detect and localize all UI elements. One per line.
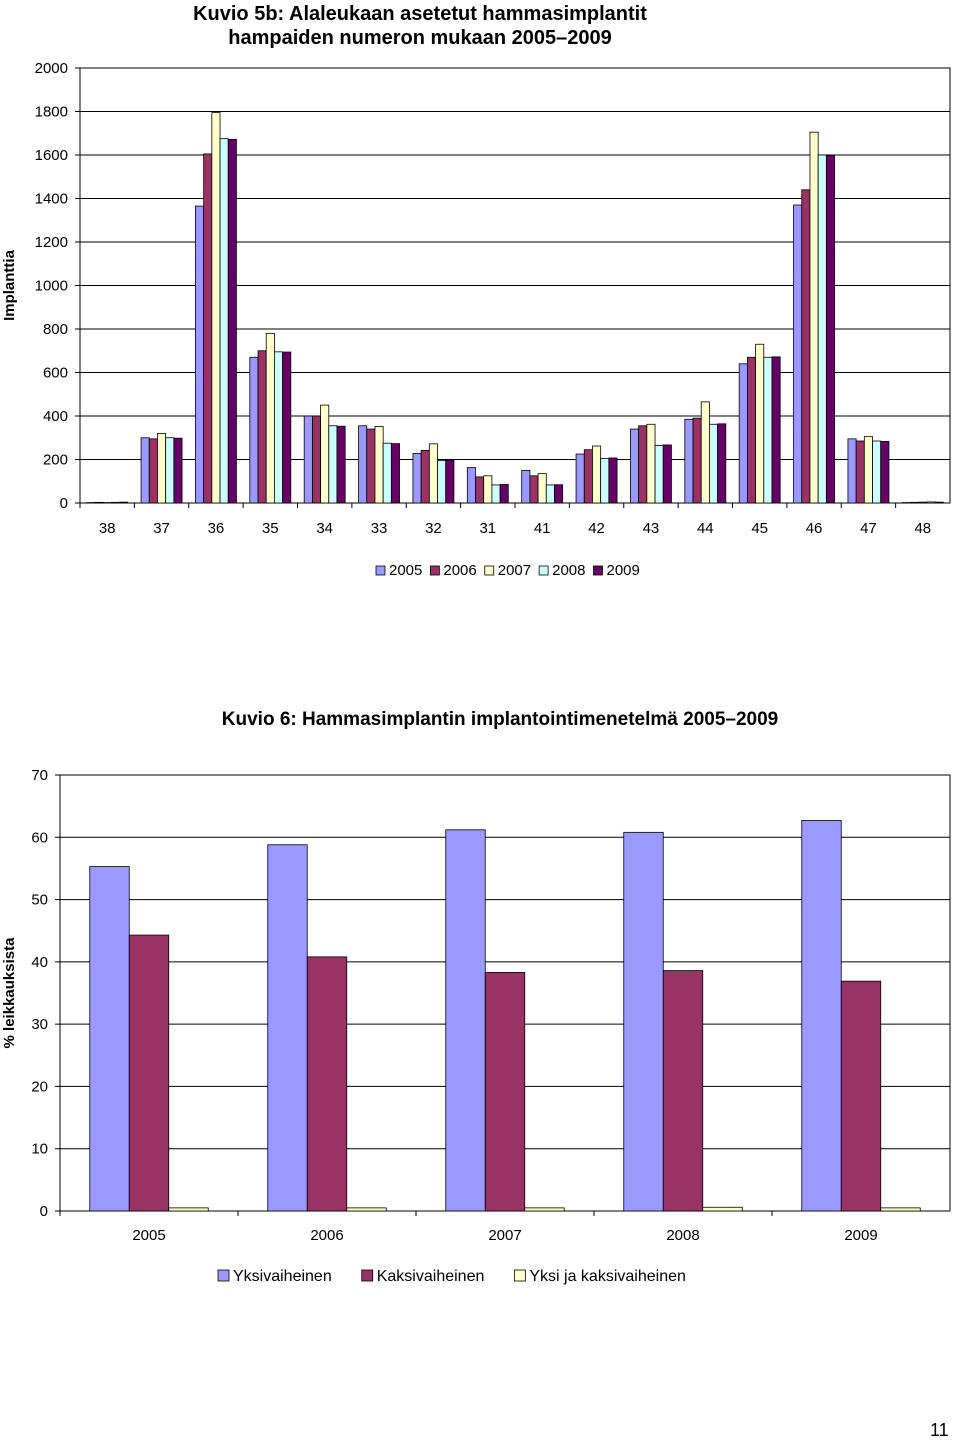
y-tick-label: 1200 <box>35 234 68 251</box>
y-tick-label: 70 <box>31 767 48 784</box>
x-tick-label: 36 <box>208 520 225 537</box>
legend-swatch <box>538 565 549 576</box>
legend-swatch <box>361 1269 374 1282</box>
bar <box>306 956 348 1212</box>
bar <box>390 443 400 504</box>
bar <box>445 459 455 504</box>
x-tick-label: 2007 <box>488 1227 521 1244</box>
bar <box>89 866 130 1212</box>
bar <box>554 484 564 504</box>
bar <box>662 444 672 504</box>
legend-swatch <box>593 565 603 576</box>
bar <box>128 934 170 1212</box>
bar <box>173 437 183 504</box>
legend-label: Yksi ja kaksivaiheinen <box>529 1268 686 1285</box>
bar <box>840 980 882 1212</box>
y-tick-label: 0 <box>40 1203 48 1220</box>
bar <box>119 501 129 504</box>
y-tick-label: 800 <box>43 321 68 338</box>
y-tick-label: 2000 <box>35 60 68 77</box>
y-tick-label: 1400 <box>35 191 68 208</box>
x-tick-label: 37 <box>153 520 170 537</box>
legend-label: 2005 <box>389 562 422 579</box>
legend-swatch <box>375 565 386 576</box>
chart1-implants-by-tooth: 0 200 400 600 800 1000 1200 1400 1600 1800 2000 Imp… <box>1 60 951 579</box>
chart1-title-line1: Kuvio 5b: Alaleukaan asetetut hammasimpl… <box>193 3 647 25</box>
bar <box>934 501 944 504</box>
bar <box>623 831 664 1212</box>
x-tick-label: 41 <box>534 520 551 537</box>
y-tick-label: 20 <box>31 1078 48 1095</box>
x-tick-label: 48 <box>914 520 931 537</box>
legend-label: 2007 <box>498 562 531 579</box>
x-tick-label: 31 <box>479 520 496 537</box>
bar <box>336 425 346 504</box>
y-tick-label: 30 <box>31 1016 48 1033</box>
x-tick-label: 2006 <box>310 1227 343 1244</box>
x-tick-label: 32 <box>425 520 442 537</box>
x-tick-label: 33 <box>371 520 388 537</box>
x-tick-label: 44 <box>697 520 714 537</box>
chart2-implantation-method: 0 10 20 30 40 50 60 70 % leikkauksista 2005 2006 20… <box>1 767 951 1285</box>
chart2-title: Kuvio 6: Hammasimplantin implantointimen… <box>221 709 779 730</box>
y-tick-label: 0 <box>60 495 68 512</box>
y-tick-label: 1000 <box>35 278 68 295</box>
bar <box>499 484 509 504</box>
legend-swatch <box>484 565 495 576</box>
y-tick-label: 400 <box>43 408 68 425</box>
bar <box>662 970 704 1212</box>
page-number: 11 <box>930 1420 949 1440</box>
bar <box>608 457 618 504</box>
y-tick-label: 1600 <box>35 147 68 164</box>
x-tick-label: 2008 <box>666 1227 699 1244</box>
x-tick-label: 34 <box>316 520 333 537</box>
y-tick-label: 200 <box>43 452 68 469</box>
chart1-title-line2: hampaiden numeron mukaan 2005–2009 <box>228 27 612 49</box>
x-tick-label: 35 <box>262 520 279 537</box>
x-tick-label: 38 <box>99 520 116 537</box>
y-tick-label: 60 <box>31 829 48 846</box>
bar <box>484 972 526 1212</box>
y-axis-label: Implanttia <box>1 249 18 320</box>
y-tick-label: 50 <box>31 892 48 909</box>
x-tick-label: 46 <box>806 520 823 537</box>
bar <box>771 356 781 504</box>
bar <box>346 1207 387 1212</box>
legend-label: 2008 <box>552 562 585 579</box>
x-tick-label: 2009 <box>844 1227 877 1244</box>
bar <box>880 1207 921 1212</box>
legend-label: 2006 <box>443 562 476 579</box>
bar <box>801 820 842 1212</box>
y-tick-label: 10 <box>31 1141 48 1158</box>
bar <box>445 829 486 1212</box>
legend-swatch <box>429 565 440 576</box>
legend-swatch <box>217 1269 230 1282</box>
x-tick-label: 45 <box>751 520 768 537</box>
bar <box>717 423 727 504</box>
y-tick-label: 1800 <box>35 104 68 121</box>
bar <box>267 844 308 1212</box>
bar <box>168 1207 209 1212</box>
y-tick-label: 40 <box>31 954 48 971</box>
x-tick-label: 43 <box>643 520 660 537</box>
bar <box>282 351 292 504</box>
bar <box>524 1207 565 1212</box>
bar <box>825 155 835 504</box>
legend-label: Yksivaiheinen <box>233 1268 332 1285</box>
x-tick-label: 42 <box>588 520 605 537</box>
y-tick-label: 600 <box>43 365 68 382</box>
bar <box>702 1206 743 1212</box>
bar <box>227 138 237 504</box>
x-tick-label: 47 <box>860 520 877 537</box>
legend-swatch <box>513 1269 526 1282</box>
bar <box>880 441 890 504</box>
x-tick-label: 2005 <box>132 1227 165 1244</box>
legend-label: 2009 <box>607 562 640 579</box>
y-axis-label: % leikkauksista <box>1 937 18 1049</box>
legend-label: Kaksivaiheinen <box>377 1268 485 1285</box>
